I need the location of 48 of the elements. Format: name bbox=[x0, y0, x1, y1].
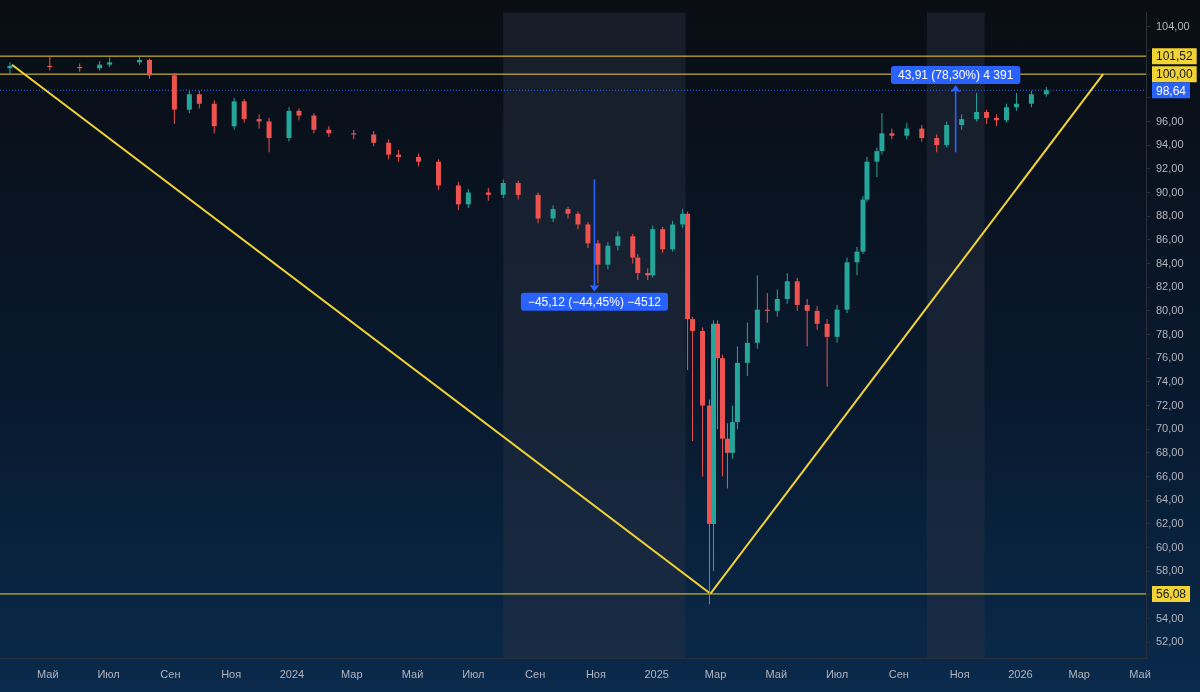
y-tick-label: 72,00 bbox=[1156, 398, 1184, 411]
y-tick-label: 74,00 bbox=[1156, 374, 1184, 387]
y-tick-label: 52,00 bbox=[1156, 635, 1184, 648]
y-tick-label: 70,00 bbox=[1156, 422, 1184, 435]
y-tick-label: 94,00 bbox=[1156, 138, 1184, 151]
x-tick-label: Мар bbox=[704, 668, 727, 681]
y-tick-label: 78,00 bbox=[1156, 327, 1184, 340]
y-tick-label: 86,00 bbox=[1156, 232, 1184, 245]
band-label: 43,91 (78,30%) 4 391 bbox=[897, 68, 1014, 83]
x-tick-label: Сен bbox=[888, 668, 909, 681]
x-tick-label: 2025 bbox=[644, 668, 669, 681]
x-tick-label: Мар bbox=[341, 668, 363, 681]
y-tick-label: 84,00 bbox=[1156, 256, 1184, 269]
ref-line-label: 100,00 bbox=[1156, 67, 1194, 82]
y-tick-label: 88,00 bbox=[1156, 209, 1184, 222]
y-tick-label: 96,00 bbox=[1156, 114, 1184, 127]
y-tick-label: 80,00 bbox=[1156, 303, 1184, 316]
ref-line-label: 56,08 bbox=[1156, 587, 1187, 602]
ref-line-label: 101,52 bbox=[1156, 49, 1194, 64]
x-tick-label: Май bbox=[401, 668, 424, 681]
x-tick-label: Сен bbox=[525, 668, 546, 681]
y-tick-label: 92,00 bbox=[1156, 161, 1184, 174]
y-tick-label: 54,00 bbox=[1156, 611, 1184, 624]
y-tick-label: 58,00 bbox=[1156, 564, 1184, 577]
y-tick-label: 104,00 bbox=[1156, 19, 1190, 32]
x-tick-label: Ноя bbox=[585, 668, 606, 681]
x-tick-label: Июл bbox=[825, 668, 849, 681]
y-tick-label: 76,00 bbox=[1156, 351, 1184, 364]
y-tick-label: 66,00 bbox=[1156, 469, 1184, 482]
y-tick-label: 68,00 bbox=[1156, 445, 1184, 458]
y-tick-label: 90,00 bbox=[1156, 185, 1184, 198]
band-label: −45,12 (−44,45%) −4512 bbox=[527, 294, 662, 309]
y-tick-label: 60,00 bbox=[1156, 540, 1184, 553]
x-tick-label: Июл bbox=[97, 668, 120, 681]
x-tick-label: Июл bbox=[462, 668, 485, 681]
x-tick-label: Ноя bbox=[221, 668, 242, 681]
x-tick-label: Ноя bbox=[949, 668, 970, 681]
y-tick-label: 82,00 bbox=[1156, 280, 1184, 293]
x-tick-label: Май bbox=[1129, 668, 1151, 681]
x-tick-label: Май bbox=[765, 668, 788, 681]
x-tick-label: Мар bbox=[1068, 668, 1090, 681]
x-tick-label: Май bbox=[37, 668, 59, 681]
x-tick-label: 2024 bbox=[279, 668, 305, 681]
x-tick-label: Сен bbox=[160, 668, 181, 681]
x-tick-label: 2026 bbox=[1008, 668, 1033, 681]
y-tick-label: 62,00 bbox=[1156, 516, 1184, 529]
y-tick-label: 64,00 bbox=[1156, 493, 1184, 506]
ref-line-label: 98,64 bbox=[1156, 83, 1187, 98]
